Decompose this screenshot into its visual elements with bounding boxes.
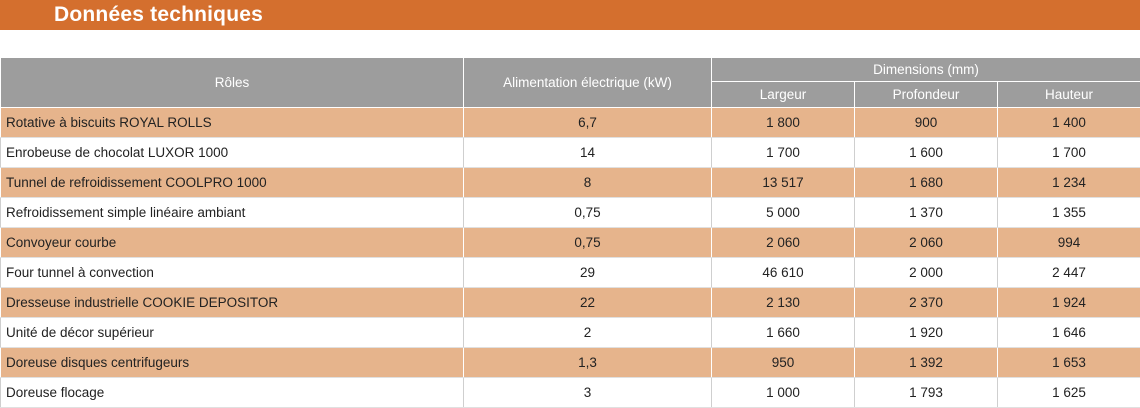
cell-role: Refroidissement simple linéaire ambiant (0, 197, 464, 228)
cell-width: 1 660 (711, 317, 855, 348)
section-banner: Données techniques (0, 0, 1140, 30)
cell-depth: 2 060 (854, 227, 998, 258)
table-row: Four tunnel à convection 29 46 610 2 000… (0, 257, 1140, 288)
cell-height: 1 924 (996, 287, 1140, 318)
cell-width: 1 800 (711, 107, 855, 138)
cell-height: 2 447 (996, 257, 1140, 288)
cell-height: 1 646 (996, 317, 1140, 348)
table-row: Doreuse flocage 3 1 000 1 793 1 625 (0, 377, 1140, 408)
table-row: Enrobeuse de chocolat LUXOR 1000 14 1 70… (0, 137, 1140, 168)
table-row: Convoyeur courbe 0,75 2 060 2 060 994 (0, 227, 1140, 258)
cell-width: 950 (711, 347, 855, 378)
cell-width: 13 517 (711, 167, 855, 198)
header-height: Hauteur (996, 81, 1140, 108)
cell-depth: 2 370 (854, 287, 998, 318)
cell-power: 22 (463, 287, 712, 318)
cell-depth: 1 680 (854, 167, 998, 198)
cell-width: 2 060 (711, 227, 855, 258)
header-dimensions: Dimensions (mm) (710, 57, 1140, 82)
table-row: Refroidissement simple linéaire ambiant … (0, 197, 1140, 228)
table-row: Unité de décor supérieur 2 1 660 1 920 1… (0, 317, 1140, 348)
cell-width: 5 000 (711, 197, 855, 228)
header-width: Largeur (711, 81, 855, 108)
cell-depth: 1 920 (854, 317, 998, 348)
cell-depth: 2 000 (854, 257, 998, 288)
cell-role: Tunnel de refroidissement COOLPRO 1000 (0, 167, 464, 198)
cell-height: 994 (996, 227, 1140, 258)
cell-height: 1 700 (996, 137, 1140, 168)
cell-depth: 1 370 (854, 197, 998, 228)
cell-power: 0,75 (463, 227, 712, 258)
cell-height: 1 355 (996, 197, 1140, 228)
table-body: Rotative à biscuits ROYAL ROLLS 6,7 1 80… (0, 107, 1140, 408)
cell-role: Unité de décor supérieur (0, 317, 464, 348)
cell-power: 3 (463, 377, 712, 408)
cell-role: Dresseuse industrielle COOKIE DEPOSITOR (0, 287, 464, 318)
cell-power: 6,7 (463, 107, 712, 138)
header-roles: Rôles (0, 57, 464, 108)
cell-power: 14 (463, 137, 712, 168)
cell-power: 1,3 (463, 347, 712, 378)
cell-depth: 1 392 (854, 347, 998, 378)
cell-role: Four tunnel à convection (0, 257, 464, 288)
cell-power: 2 (463, 317, 712, 348)
header-depth: Profondeur (854, 81, 998, 108)
cell-width: 2 130 (711, 287, 855, 318)
cell-height: 1 653 (996, 347, 1140, 378)
cell-width: 1 000 (711, 377, 855, 408)
cell-width: 46 610 (711, 257, 855, 288)
table-row: Tunnel de refroidissement COOLPRO 1000 8… (0, 167, 1140, 198)
cell-role: Enrobeuse de chocolat LUXOR 1000 (0, 137, 464, 168)
section-title: Données techniques (54, 3, 263, 26)
cell-role: Doreuse flocage (0, 377, 464, 408)
cell-depth: 1 600 (854, 137, 998, 168)
cell-role: Convoyeur courbe (0, 227, 464, 258)
cell-depth: 900 (854, 107, 998, 138)
header-power: Alimentation électrique (kW) (463, 57, 712, 108)
cell-height: 1 234 (996, 167, 1140, 198)
technical-data-table: Rôles Alimentation électrique (kW) Dimen… (0, 57, 1140, 408)
cell-role: Rotative à biscuits ROYAL ROLLS (0, 107, 464, 138)
table-row: Dresseuse industrielle COOKIE DEPOSITOR … (0, 287, 1140, 318)
cell-power: 8 (463, 167, 712, 198)
table-row: Doreuse disques centrifugeurs 1,3 950 1 … (0, 347, 1140, 378)
cell-height: 1 625 (996, 377, 1140, 408)
cell-depth: 1 793 (854, 377, 998, 408)
cell-power: 0,75 (463, 197, 712, 228)
cell-height: 1 400 (996, 107, 1140, 138)
table-header: Rôles Alimentation électrique (kW) Dimen… (0, 57, 1140, 108)
cell-role: Doreuse disques centrifugeurs (0, 347, 464, 378)
cell-width: 1 700 (711, 137, 855, 168)
cell-power: 29 (463, 257, 712, 288)
table-row: Rotative à biscuits ROYAL ROLLS 6,7 1 80… (0, 107, 1140, 138)
